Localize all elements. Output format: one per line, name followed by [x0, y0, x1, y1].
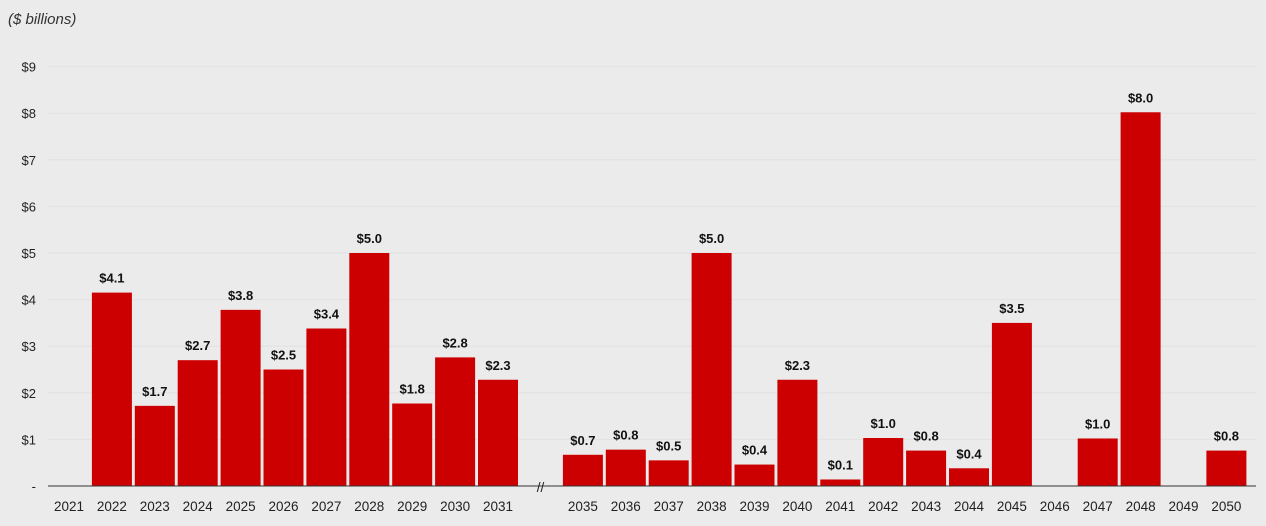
bar-2048 [1120, 112, 1161, 486]
bar-2040 [777, 379, 818, 486]
bar-2047 [1077, 438, 1118, 486]
x-tick-label-2035: 2035 [568, 499, 598, 514]
x-tick-label-2023: 2023 [140, 499, 170, 514]
data-label-2027: $3.4 [314, 306, 340, 321]
x-tick-label-2048: 2048 [1126, 499, 1156, 514]
bar-2025 [220, 309, 261, 486]
bars [91, 112, 1247, 486]
bar-2026 [263, 369, 304, 486]
data-label-2048: $8.0 [1128, 90, 1153, 105]
data-label-2022: $4.1 [99, 271, 124, 286]
x-tick-label-2042: 2042 [868, 499, 898, 514]
y-tick-label: $5 [22, 246, 36, 261]
x-tick-label-2030: 2030 [440, 499, 470, 514]
x-tick-label-2046: 2046 [1040, 499, 1070, 514]
x-tick-label-2021: 2021 [54, 499, 84, 514]
x-tick-label-2029: 2029 [397, 499, 427, 514]
data-label-2042: $1.0 [871, 416, 896, 431]
x-tick-label-2049: 2049 [1168, 499, 1198, 514]
bar-2030 [435, 357, 476, 486]
bar-2031 [478, 379, 518, 486]
bar-2029 [392, 403, 433, 486]
data-label-2036: $0.8 [613, 428, 638, 443]
y-tick-label: $3 [22, 339, 36, 354]
bar-2044 [949, 468, 989, 486]
data-label-2050: $0.8 [1214, 429, 1239, 444]
x-tick-label-2025: 2025 [226, 499, 256, 514]
data-label-2026: $2.5 [271, 348, 296, 363]
bar-2024 [177, 360, 218, 486]
x-tick-label-2036: 2036 [611, 499, 641, 514]
data-label-2028: $5.0 [357, 231, 382, 246]
bar-2022 [91, 292, 132, 486]
bar-2038 [691, 253, 732, 486]
y-tick-label: $1 [22, 432, 36, 447]
x-tick-label-2047: 2047 [1083, 499, 1113, 514]
bar-2039 [734, 464, 775, 486]
y-tick-label: $9 [22, 60, 36, 75]
bar-2036 [605, 449, 646, 486]
bar-2045 [991, 322, 1032, 486]
data-label-2023: $1.7 [142, 384, 167, 399]
bar-2050 [1206, 450, 1247, 486]
data-labels: $4.1 $1.7 $2.7 $3.8 $2.5 $3.4 $5.0 $1.8 $2.8 $2.3… [99, 90, 1239, 472]
data-label-2037: $0.5 [656, 438, 681, 453]
x-tick-label-2040: 2040 [782, 499, 812, 514]
bar-2041 [820, 479, 861, 486]
data-label-2025: $3.8 [228, 288, 253, 303]
data-label-2031: $2.3 [485, 358, 510, 373]
x-tick-label-2028: 2028 [354, 499, 384, 514]
y-tick-label: $8 [22, 106, 36, 121]
x-tick-label-2038: 2038 [697, 499, 727, 514]
y-axis-ticks: - $1 $2 $3 $4 $5 $6 $7 $8 $9 [22, 60, 36, 494]
data-label-2047: $1.0 [1085, 416, 1110, 431]
x-tick-label-2045: 2045 [997, 499, 1027, 514]
data-label-2043: $0.8 [913, 429, 938, 444]
x-tick-label-2022: 2022 [97, 499, 127, 514]
bar-2028 [349, 253, 390, 486]
data-label-2044: $0.4 [956, 446, 982, 461]
bar-2035 [562, 454, 603, 486]
y-tick-label: $7 [22, 153, 36, 168]
bar-2037 [648, 460, 689, 486]
data-label-2045: $3.5 [999, 301, 1024, 316]
data-label-2039: $0.4 [742, 443, 768, 458]
data-label-2040: $2.3 [785, 358, 810, 373]
y-tick-label: $6 [22, 199, 36, 214]
data-label-2035: $0.7 [570, 433, 595, 448]
x-tick-label-2026: 2026 [268, 499, 298, 514]
bar-2042 [863, 438, 904, 486]
x-tick-label-2037: 2037 [654, 499, 684, 514]
data-label-2029: $1.8 [400, 382, 425, 397]
bar-2027 [306, 328, 347, 486]
x-tick-label-2039: 2039 [739, 499, 769, 514]
y-tick-label: - [32, 479, 36, 494]
bar-2043 [906, 450, 947, 486]
data-label-2041: $0.1 [828, 457, 853, 472]
x-tick-label-2050: 2050 [1211, 499, 1241, 514]
data-label-2030: $2.8 [442, 335, 467, 350]
unit-label: ($ billions) [8, 11, 76, 28]
y-tick-label: $4 [22, 293, 36, 308]
x-tick-label-2041: 2041 [825, 499, 855, 514]
x-tick-label-2031: 2031 [483, 499, 513, 514]
x-axis-ticks: 2021 2022 2023 2024 2025 2026 2027 2028 2029 2030… [54, 499, 1241, 514]
bar-2023 [134, 405, 175, 486]
axis-break-marker: // [537, 480, 545, 495]
x-tick-label-2044: 2044 [954, 499, 985, 514]
x-tick-label-2027: 2027 [311, 499, 341, 514]
x-tick-label-2043: 2043 [911, 499, 941, 514]
x-tick-label-2024: 2024 [183, 499, 214, 514]
data-label-2024: $2.7 [185, 338, 210, 353]
y-tick-label: $2 [22, 386, 36, 401]
data-label-2038: $5.0 [699, 231, 724, 246]
